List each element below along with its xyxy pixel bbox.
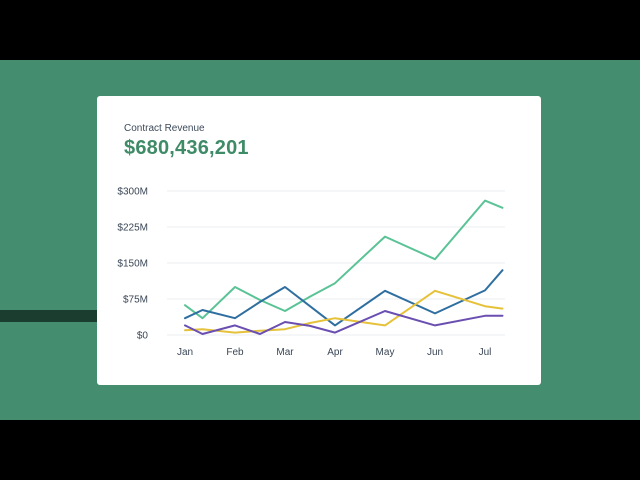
- x-tick-label: Apr: [327, 347, 343, 358]
- x-tick-label: Mar: [276, 347, 294, 358]
- x-tick-label: Jul: [479, 347, 492, 358]
- revenue-card: Contract Revenue $680,436,201 $300M $225M…: [97, 96, 541, 385]
- x-tick-label: Feb: [226, 347, 244, 358]
- series-line-4: [184, 310, 504, 335]
- y-tick-label: $300M: [117, 187, 148, 198]
- card-title: Contract Revenue: [124, 123, 205, 134]
- y-tick-label: $75M: [123, 295, 148, 306]
- series-line-1: [184, 199, 504, 320]
- revenue-value: $680,436,201: [124, 137, 249, 159]
- x-tick-label: May: [376, 347, 395, 358]
- x-tick-label: Jan: [177, 347, 193, 358]
- revenue-line-chart: $300M $225M $150M $75M $0 Jan Feb Mar Apr May Jun J…: [117, 187, 505, 358]
- series-line-2: [184, 269, 504, 327]
- series-line-3: [184, 289, 504, 334]
- y-tick-label: $225M: [117, 223, 148, 234]
- y-tick-label: $150M: [117, 259, 148, 270]
- x-tick-label: Jun: [427, 347, 443, 358]
- y-tick-label: $0: [137, 331, 149, 342]
- accent-stripe: [0, 310, 100, 322]
